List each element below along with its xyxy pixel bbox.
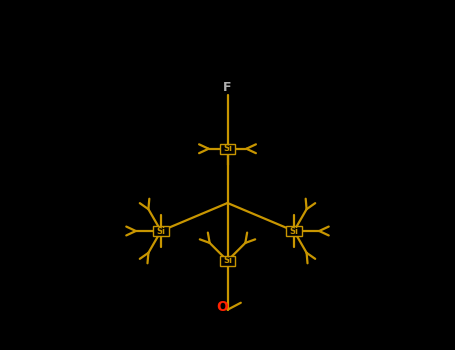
Text: Si: Si xyxy=(223,144,232,153)
Text: O: O xyxy=(216,300,228,314)
FancyBboxPatch shape xyxy=(220,144,235,154)
Text: Si: Si xyxy=(157,226,166,236)
FancyBboxPatch shape xyxy=(153,226,169,236)
Text: Si: Si xyxy=(223,256,232,265)
FancyBboxPatch shape xyxy=(286,226,302,236)
Text: Si: Si xyxy=(289,226,298,236)
Text: F: F xyxy=(223,81,232,94)
FancyBboxPatch shape xyxy=(220,256,235,266)
